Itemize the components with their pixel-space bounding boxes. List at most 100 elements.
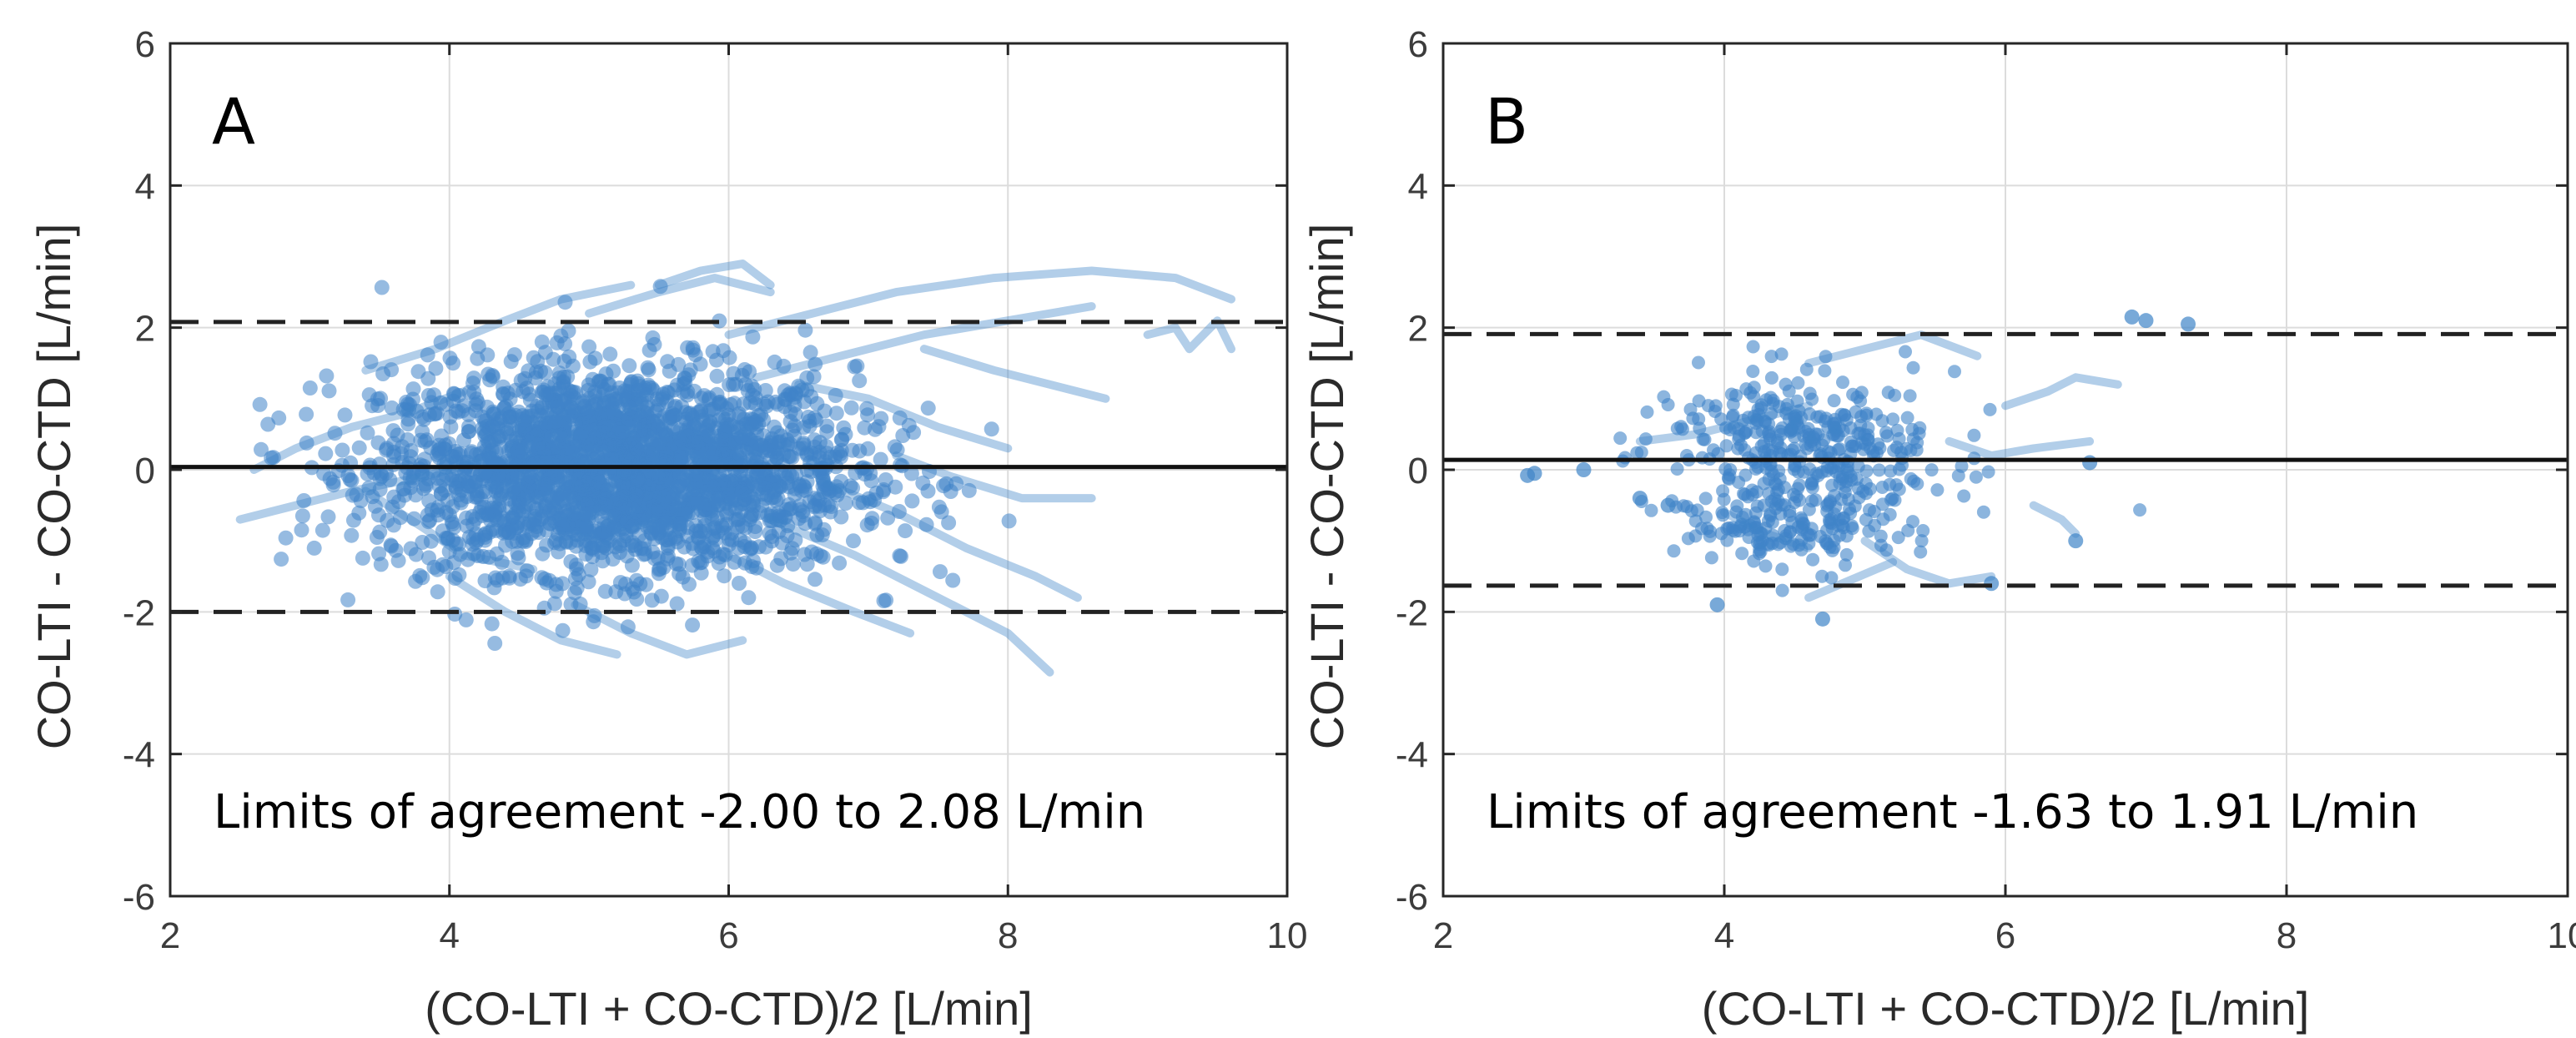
data-point-a (349, 486, 365, 502)
data-point-a (405, 391, 420, 407)
data-point-a (408, 487, 424, 503)
data-point-a (627, 542, 643, 557)
data-point-b (1774, 347, 1789, 361)
data-point-a (490, 572, 506, 588)
data-point-a (271, 410, 287, 426)
data-point-a (480, 399, 495, 415)
data-point-a (859, 517, 875, 533)
data-point-b (1715, 506, 1729, 520)
data-point-a (734, 367, 750, 383)
data-point-a (620, 480, 636, 496)
data-point-a (852, 373, 868, 389)
data-point-a (647, 506, 662, 522)
data-trace-b (1945, 436, 2095, 460)
data-point-b (1634, 446, 1648, 459)
data-point-a (662, 531, 678, 547)
data-point-a (846, 533, 861, 549)
data-point-a (346, 512, 361, 528)
data-point-a (681, 367, 697, 383)
grid-b (1442, 43, 2568, 897)
data-point-a (632, 422, 648, 438)
x-tick-label-b: 4 (1714, 915, 1734, 956)
data-point-a (306, 540, 322, 556)
data-point-b (1863, 481, 1877, 496)
data-point-a (787, 532, 803, 548)
data-point-a (563, 597, 579, 612)
data-point-a (734, 484, 750, 500)
data-point-b (1660, 497, 1676, 513)
data-trace-b (1635, 401, 1814, 446)
data-point-b (1890, 423, 1904, 437)
data-point-a (868, 486, 884, 501)
reference-lines-a (170, 320, 1287, 614)
data-point-a (712, 549, 727, 565)
data-point-a (730, 511, 746, 527)
data-point-b (2181, 316, 2196, 332)
data-point-a (475, 549, 491, 564)
data-point-a (517, 422, 533, 437)
data-point-a (581, 339, 597, 355)
data-cloud-a (235, 260, 1235, 677)
data-point-a (548, 532, 564, 548)
data-point-b (1840, 463, 1854, 477)
data-point-a (645, 544, 661, 560)
x-tick-label-a: 2 (160, 915, 180, 956)
data-point-a (845, 480, 861, 496)
data-point-a (747, 524, 763, 540)
data-point-a (501, 406, 516, 421)
data-point-a (671, 479, 686, 495)
data-point-a (482, 372, 498, 388)
x-tick-label-b: 6 (1995, 915, 2015, 956)
data-point-a (712, 313, 727, 329)
data-point-a (817, 477, 833, 492)
data-point-a (430, 471, 446, 486)
data-point-b (1805, 481, 1819, 495)
data-point-b (1903, 389, 1917, 403)
data-point-a (660, 548, 676, 564)
data-trace-a (654, 260, 775, 290)
data-point-a (420, 514, 436, 530)
y-tick-label-a: 2 (135, 309, 155, 350)
data-point-b (1859, 512, 1873, 527)
data-point-a (609, 491, 625, 507)
data-point-b (1698, 491, 1713, 506)
data-point-b (1838, 408, 1851, 422)
data-point-b (1861, 432, 1874, 446)
panel-a: 2 4 6 8 10 -6 -4 -2 0 2 4 6 A Limits of agreement -… (28, 24, 1307, 1035)
tick-labels-b: 2 4 6 8 10 -6 -4 -2 0 2 4 6 (1396, 24, 2576, 956)
data-point-b (1884, 464, 1898, 478)
data-trace-b (1860, 537, 1996, 588)
x-tick-label-a: 10 (1267, 915, 1308, 956)
data-point-a (707, 532, 723, 547)
data-point-a (656, 386, 671, 402)
data-point-a (438, 531, 454, 546)
data-point-a (375, 366, 391, 381)
data-point-a (621, 358, 637, 374)
data-point-b (1745, 487, 1759, 501)
data-point-a (415, 466, 430, 482)
data-point-a (780, 387, 796, 403)
data-point-a (838, 426, 853, 442)
data-point-b (1839, 547, 1854, 562)
data-point-a (667, 451, 682, 467)
data-point-a (340, 468, 356, 483)
data-point-b (1747, 554, 1761, 568)
data-point-a (631, 472, 647, 488)
data-point-b (1690, 503, 1704, 517)
data-point-a (548, 414, 564, 430)
data-point-a (766, 476, 781, 491)
data-point-a (616, 449, 632, 465)
data-point-a (390, 552, 406, 568)
y-tick-label-b: 6 (1408, 24, 1428, 65)
data-point-a (705, 479, 721, 495)
data-point-a (759, 487, 775, 503)
data-point-a (430, 584, 445, 600)
data-point-b (1976, 505, 1990, 519)
data-point-a (299, 435, 314, 451)
data-point-a (898, 523, 913, 539)
data-point-b (1677, 499, 1691, 513)
data-point-b (1640, 405, 1654, 419)
data-point-a (428, 360, 444, 376)
data-point-a (430, 562, 445, 577)
